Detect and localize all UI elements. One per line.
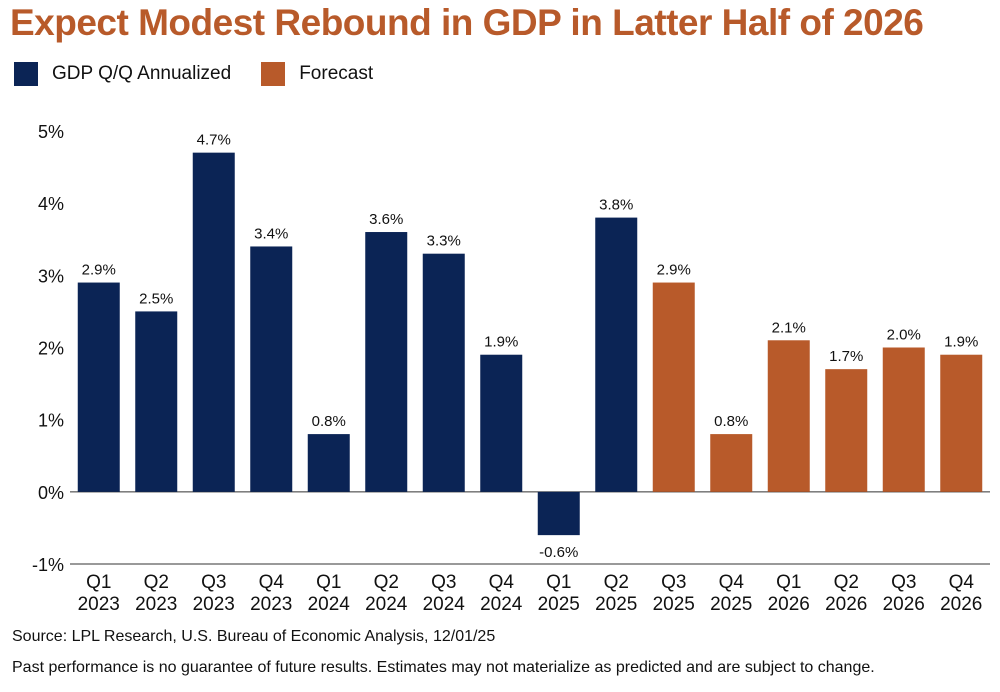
data-label: 4.7% — [197, 132, 231, 149]
y-tick-label: 0% — [38, 483, 64, 503]
y-tick-label: 1% — [38, 411, 64, 431]
x-tick-label: 2024 — [480, 594, 523, 615]
x-tick-label: 2023 — [250, 594, 292, 615]
y-tick-label: 3% — [38, 266, 64, 286]
x-tick-label: Q2 — [834, 572, 859, 593]
x-tick-label: Q3 — [661, 572, 686, 593]
data-label: 2.9% — [657, 262, 691, 279]
data-label: 2.0% — [887, 327, 921, 344]
x-tick-label: Q1 — [776, 572, 801, 593]
data-label: 2.1% — [772, 319, 806, 336]
bar — [307, 434, 350, 492]
bar — [882, 347, 925, 492]
data-label: 0.8% — [312, 413, 346, 430]
y-tick-label: -1% — [32, 555, 64, 575]
data-label: 3.3% — [427, 233, 461, 250]
chart-title: Expect Modest Rebound in GDP in Latter H… — [10, 2, 924, 43]
bar — [77, 282, 120, 492]
x-tick-label: Q4 — [259, 572, 285, 593]
data-label: 3.8% — [599, 197, 633, 214]
legend-swatch-gdp — [14, 62, 38, 86]
bar — [710, 434, 753, 492]
x-tick-label: Q1 — [546, 572, 571, 593]
x-tick-label: Q1 — [316, 572, 341, 593]
bar — [192, 152, 235, 492]
source-note: Source: LPL Research, U.S. Bureau of Eco… — [12, 628, 496, 645]
bar — [595, 217, 638, 492]
data-label: 3.6% — [369, 211, 403, 228]
legend-item-forecast: Forecast — [261, 62, 373, 86]
x-tick-label: 2023 — [78, 594, 120, 615]
y-tick-label: 5% — [38, 122, 64, 142]
bar — [940, 354, 983, 492]
data-label: 2.5% — [139, 290, 173, 307]
legend: GDP Q/Q Annualized Forecast — [14, 62, 403, 86]
data-label: 3.4% — [254, 225, 288, 242]
bar — [652, 282, 695, 492]
bar — [135, 311, 178, 492]
x-tick-label: Q2 — [144, 572, 169, 593]
x-tick-label: 2026 — [940, 594, 982, 615]
x-tick-label: Q4 — [489, 572, 515, 593]
x-tick-label: 2025 — [710, 594, 752, 615]
disclaimer-note: Past performance is no guarantee of futu… — [12, 659, 875, 676]
legend-swatch-forecast — [261, 62, 286, 86]
x-tick-label: 2026 — [768, 594, 810, 615]
legend-item-gdp: GDP Q/Q Annualized — [14, 62, 231, 86]
bar — [480, 354, 523, 492]
x-tick-label: Q4 — [719, 572, 745, 593]
bar — [767, 340, 810, 492]
x-tick-label: 2024 — [365, 594, 408, 615]
x-tick-label: 2023 — [135, 594, 177, 615]
x-tick-label: Q2 — [374, 572, 399, 593]
x-tick-label: Q2 — [604, 572, 629, 593]
bar — [365, 232, 408, 492]
x-tick-label: 2026 — [825, 594, 867, 615]
legend-label-forecast: Forecast — [299, 63, 374, 84]
y-tick-label: 4% — [38, 194, 64, 214]
x-tick-label: 2024 — [423, 594, 466, 615]
x-tick-label: 2024 — [308, 594, 351, 615]
data-label: 1.7% — [829, 348, 863, 365]
data-label: 0.8% — [714, 413, 748, 430]
x-tick-label: 2025 — [538, 594, 580, 615]
x-tick-label: Q3 — [431, 572, 456, 593]
data-label: 1.9% — [944, 334, 978, 351]
y-tick-label: 2% — [38, 339, 64, 359]
data-label: -0.6% — [539, 544, 578, 561]
x-tick-label: Q4 — [949, 572, 975, 593]
data-label: 1.9% — [484, 334, 518, 351]
x-tick-label: Q3 — [201, 572, 226, 593]
data-label: 2.9% — [82, 262, 116, 279]
x-tick-label: 2023 — [193, 594, 235, 615]
bar — [250, 246, 293, 492]
x-tick-label: Q3 — [891, 572, 916, 593]
bar — [537, 491, 580, 536]
x-tick-label: Q1 — [86, 572, 111, 593]
x-tick-label: 2025 — [653, 594, 695, 615]
x-tick-label: 2025 — [595, 594, 637, 615]
bar — [422, 253, 465, 492]
bar — [825, 369, 868, 492]
legend-label-gdp: GDP Q/Q Annualized — [52, 63, 232, 84]
x-tick-label: 2026 — [883, 594, 925, 615]
